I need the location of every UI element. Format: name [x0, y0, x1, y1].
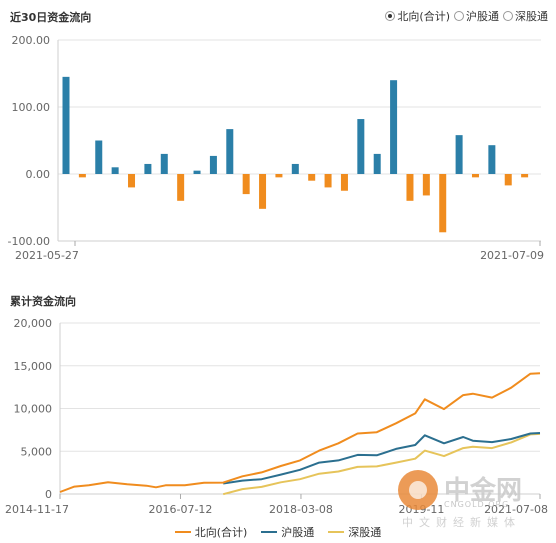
legend-swatch-sz — [328, 531, 345, 533]
bar-mark — [78, 174, 86, 178]
legend-label-sz: 深股通 — [348, 526, 382, 539]
legend-item-sz[interactable]: 深股通 — [328, 524, 381, 540]
line-y-tick-label: 20,000 — [14, 317, 53, 330]
bar-mark — [439, 174, 447, 233]
bar-mark — [504, 174, 512, 186]
radio-sz-label[interactable]: 深股通 — [515, 10, 548, 23]
legend-item-north[interactable]: 北向(合计) — [174, 524, 248, 540]
bar-mark — [111, 167, 119, 174]
bar-mark — [521, 174, 529, 178]
bar-mark — [226, 129, 234, 174]
legend-label-sh: 沪股通 — [281, 526, 315, 539]
line-x-tick-label: 2021-07-08 — [484, 503, 548, 516]
bar-mark — [95, 140, 103, 174]
bar-mark — [422, 174, 430, 196]
bar-y-tick-label: 200.00 — [12, 34, 51, 47]
bar-mark — [373, 153, 381, 174]
bar-mark — [308, 174, 316, 181]
chart-title-cumulative: 累计资金流向 — [10, 295, 76, 308]
radio-sh-label[interactable]: 沪股通 — [466, 10, 499, 23]
bar-mark — [128, 174, 136, 188]
bar-mark — [406, 174, 414, 201]
radio-north-dot[interactable] — [385, 11, 396, 21]
cumulative-legend: 北向(合计) 沪股通 深股通 — [0, 524, 556, 540]
bar-mark — [259, 174, 267, 209]
watermark-logo: 中金网 CNGOLD.ORG 中文财经新媒体 — [398, 470, 548, 532]
bar-mark — [357, 119, 365, 174]
logo-icon — [398, 470, 438, 510]
line-x-tick-label: 2016-07-12 — [149, 503, 213, 516]
legend-swatch-north — [174, 531, 191, 533]
bar-mark — [340, 174, 348, 191]
bar-mark — [291, 163, 299, 174]
radio-north-label[interactable]: 北向(合计) — [397, 10, 450, 23]
bar-mark — [144, 163, 152, 174]
watermark-sub: 中文财经新媒体 — [402, 516, 521, 529]
radio-sh[interactable]: 沪股通 — [454, 8, 499, 24]
watermark-en: CNGOLD.ORG — [444, 500, 510, 509]
bar-mark — [275, 174, 283, 178]
line-y-tick-label: 15,000 — [14, 360, 53, 373]
channel-radio-group: 北向(合计) 沪股通 深股通 — [385, 8, 548, 24]
bar-mark — [471, 174, 479, 178]
bar-mark — [209, 155, 217, 174]
bar-x-tick-label: 2021-05-27 — [15, 249, 79, 262]
bar-x-tick-label: 2021-07-09 — [480, 249, 544, 262]
line-x-tick-label: 2014-11-17 — [5, 503, 69, 516]
watermark-name: 中金网 — [444, 476, 523, 506]
bar-mark — [324, 174, 332, 188]
bar-y-tick-label: 100.00 — [12, 101, 51, 114]
radio-sh-dot[interactable] — [454, 11, 464, 21]
bar-y-tick-label: 0.00 — [26, 168, 51, 181]
bar-mark — [177, 174, 185, 201]
line-y-tick-label: 0 — [45, 488, 52, 501]
series-line-sz — [222, 432, 541, 496]
line-y-tick-label: 10,000 — [14, 403, 53, 416]
legend-item-sh[interactable]: 沪股通 — [261, 524, 314, 540]
bar-mark — [488, 145, 496, 174]
line-x-tick-label: 2018-03-08 — [269, 503, 333, 516]
chart-title-daily: 近30日资金流向 — [10, 11, 92, 24]
bar-mark — [390, 80, 398, 174]
series-line-north — [59, 372, 541, 493]
legend-swatch-sh — [261, 531, 278, 533]
series-line-sh — [223, 432, 541, 485]
bar-y-tick-label: -100.00 — [8, 235, 50, 248]
radio-north[interactable]: 北向(合计) — [385, 8, 450, 24]
legend-label-north: 北向(合计) — [194, 526, 248, 539]
bar-mark — [160, 153, 168, 174]
radio-sz[interactable]: 深股通 — [503, 8, 548, 24]
radio-sz-dot[interactable] — [503, 11, 513, 21]
bar-mark — [455, 135, 463, 174]
line-y-tick-label: 5,000 — [21, 445, 53, 458]
bar-mark — [242, 174, 250, 195]
bar-mark — [193, 170, 201, 174]
bar-mark — [62, 76, 70, 174]
